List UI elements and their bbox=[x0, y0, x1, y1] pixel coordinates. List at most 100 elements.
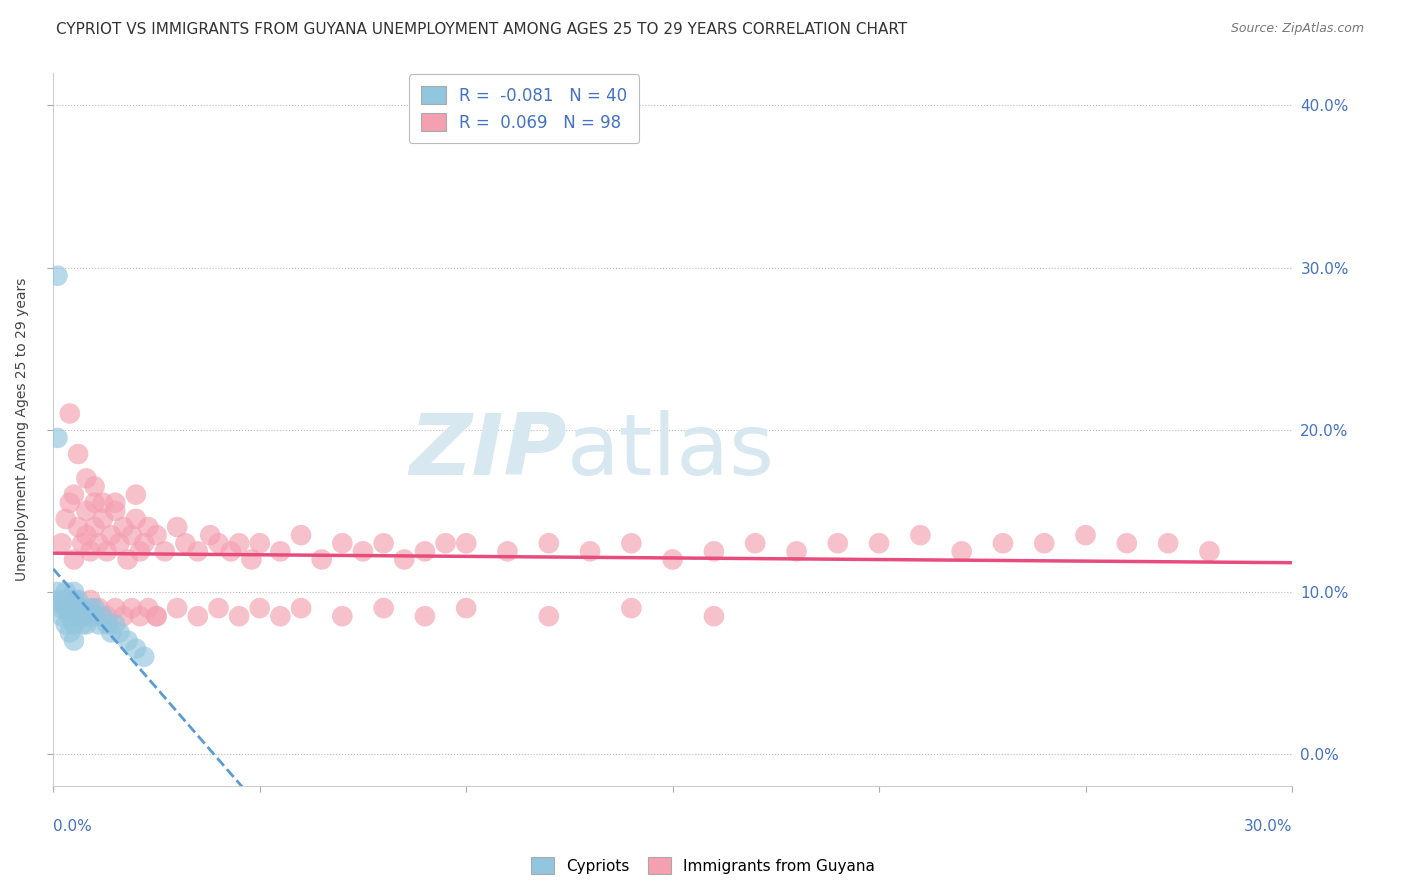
Point bbox=[63, 487, 86, 501]
Point bbox=[104, 504, 127, 518]
Point bbox=[121, 601, 143, 615]
Point bbox=[240, 552, 263, 566]
Point bbox=[373, 601, 395, 615]
Point bbox=[87, 536, 110, 550]
Point bbox=[136, 601, 159, 615]
Point bbox=[59, 625, 82, 640]
Point bbox=[991, 536, 1014, 550]
Y-axis label: Unemployment Among Ages 25 to 29 years: Unemployment Among Ages 25 to 29 years bbox=[15, 278, 30, 582]
Point bbox=[145, 609, 167, 624]
Point bbox=[75, 471, 97, 485]
Point bbox=[129, 544, 152, 558]
Text: Source: ZipAtlas.com: Source: ZipAtlas.com bbox=[1230, 22, 1364, 36]
Point bbox=[59, 609, 82, 624]
Point bbox=[63, 593, 86, 607]
Point bbox=[87, 617, 110, 632]
Point bbox=[249, 536, 271, 550]
Point bbox=[187, 544, 209, 558]
Point bbox=[1157, 536, 1180, 550]
Point bbox=[207, 536, 229, 550]
Point bbox=[59, 407, 82, 421]
Legend: Cypriots, Immigrants from Guyana: Cypriots, Immigrants from Guyana bbox=[524, 851, 882, 880]
Point bbox=[1115, 536, 1137, 550]
Point bbox=[63, 633, 86, 648]
Point bbox=[59, 593, 82, 607]
Point bbox=[75, 617, 97, 632]
Point bbox=[434, 536, 457, 550]
Point bbox=[75, 504, 97, 518]
Text: ZIP: ZIP bbox=[409, 409, 568, 492]
Point bbox=[79, 544, 101, 558]
Point bbox=[537, 609, 560, 624]
Point bbox=[104, 617, 127, 632]
Point bbox=[145, 609, 167, 624]
Point bbox=[67, 601, 90, 615]
Point bbox=[744, 536, 766, 550]
Point bbox=[117, 552, 139, 566]
Point bbox=[125, 641, 148, 656]
Point bbox=[330, 609, 353, 624]
Point bbox=[75, 609, 97, 624]
Point bbox=[620, 601, 643, 615]
Point bbox=[269, 609, 291, 624]
Point bbox=[352, 544, 374, 558]
Point bbox=[166, 601, 188, 615]
Point bbox=[166, 520, 188, 534]
Text: atlas: atlas bbox=[568, 409, 775, 492]
Point bbox=[134, 536, 156, 550]
Point bbox=[55, 585, 77, 599]
Point bbox=[96, 544, 118, 558]
Point bbox=[1074, 528, 1097, 542]
Point bbox=[55, 601, 77, 615]
Point bbox=[269, 544, 291, 558]
Point bbox=[108, 536, 131, 550]
Point bbox=[249, 601, 271, 615]
Point bbox=[75, 528, 97, 542]
Point bbox=[51, 536, 73, 550]
Point bbox=[145, 528, 167, 542]
Point bbox=[104, 496, 127, 510]
Point bbox=[868, 536, 890, 550]
Point bbox=[63, 617, 86, 632]
Point bbox=[786, 544, 808, 558]
Point bbox=[55, 512, 77, 526]
Point bbox=[121, 528, 143, 542]
Point bbox=[46, 593, 69, 607]
Point bbox=[112, 609, 135, 624]
Point bbox=[63, 593, 86, 607]
Point bbox=[83, 520, 105, 534]
Point bbox=[63, 585, 86, 599]
Point bbox=[703, 609, 725, 624]
Point bbox=[100, 528, 122, 542]
Point bbox=[219, 544, 242, 558]
Point bbox=[187, 609, 209, 624]
Point bbox=[67, 593, 90, 607]
Point bbox=[51, 601, 73, 615]
Point bbox=[100, 625, 122, 640]
Point bbox=[311, 552, 333, 566]
Point bbox=[950, 544, 973, 558]
Point bbox=[46, 585, 69, 599]
Point bbox=[83, 496, 105, 510]
Point bbox=[104, 601, 127, 615]
Point bbox=[63, 609, 86, 624]
Point bbox=[70, 617, 93, 632]
Point bbox=[70, 609, 93, 624]
Text: CYPRIOT VS IMMIGRANTS FROM GUYANA UNEMPLOYMENT AMONG AGES 25 TO 29 YEARS CORRELA: CYPRIOT VS IMMIGRANTS FROM GUYANA UNEMPL… bbox=[56, 22, 907, 37]
Point bbox=[55, 593, 77, 607]
Point bbox=[125, 512, 148, 526]
Point bbox=[108, 625, 131, 640]
Point bbox=[290, 528, 312, 542]
Point bbox=[91, 609, 114, 624]
Point bbox=[413, 544, 436, 558]
Point bbox=[413, 609, 436, 624]
Point bbox=[51, 593, 73, 607]
Point bbox=[1033, 536, 1056, 550]
Point bbox=[228, 609, 250, 624]
Point bbox=[910, 528, 932, 542]
Point bbox=[228, 536, 250, 550]
Point bbox=[83, 609, 105, 624]
Point bbox=[46, 268, 69, 283]
Point bbox=[70, 601, 93, 615]
Point bbox=[290, 601, 312, 615]
